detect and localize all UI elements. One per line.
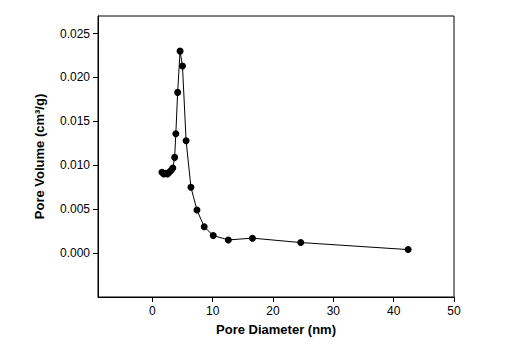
svg-text:Pore Volume (cm³/g): Pore Volume (cm³/g) (32, 94, 47, 219)
svg-text:0.010: 0.010 (60, 158, 90, 172)
svg-text:0.005: 0.005 (60, 202, 90, 216)
svg-text:50: 50 (447, 304, 461, 318)
svg-text:0.000: 0.000 (60, 246, 90, 260)
svg-text:0: 0 (149, 304, 156, 318)
svg-text:10: 10 (206, 304, 220, 318)
svg-text:0.020: 0.020 (60, 70, 90, 84)
svg-text:30: 30 (327, 304, 341, 318)
svg-text:0.015: 0.015 (60, 114, 90, 128)
svg-text:40: 40 (387, 304, 401, 318)
svg-text:20: 20 (266, 304, 280, 318)
svg-text:0.025: 0.025 (60, 27, 90, 41)
svg-text:Pore Diameter (nm): Pore Diameter (nm) (216, 322, 336, 337)
